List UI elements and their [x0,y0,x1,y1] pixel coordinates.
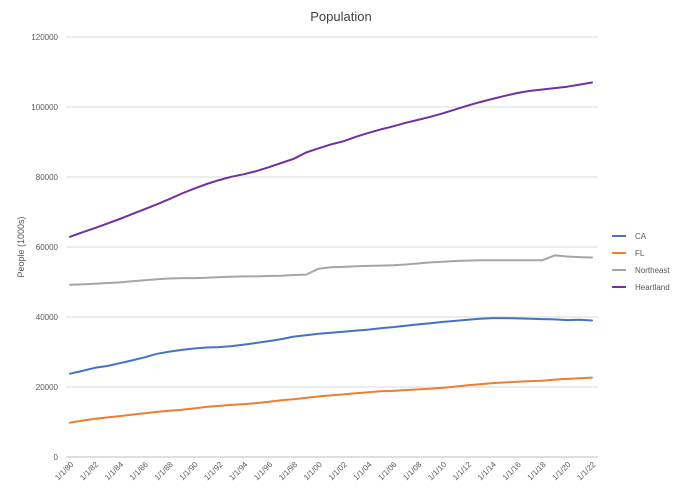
x-tick-label: 1/1/86 [128,460,150,482]
x-tick-label: 1/1/20 [550,460,572,482]
y-tick-label: 120000 [31,33,58,42]
y-axis-title: People (1000s) [16,216,26,277]
chart-title: Population [310,9,371,24]
x-tick-label: 1/1/22 [575,460,597,482]
y-tick-label: 60000 [36,243,59,252]
x-tick-label: 1/1/96 [252,460,274,482]
series-line-northeast [69,254,593,286]
x-tick-label: 1/1/92 [202,460,224,482]
x-tick-label: 1/1/88 [153,460,175,482]
gridlines [66,36,598,458]
x-tick-label: 1/1/10 [426,460,448,482]
y-axis-ticks: 0 20000 40000 60000 80000 100000 120000 [31,33,58,462]
x-tick-label: 1/1/04 [352,460,374,482]
series-line-heartland [69,81,593,238]
x-tick-label: 1/1/00 [302,460,324,482]
legend: CA FL Northeast Heartland [612,232,670,292]
x-axis-ticks: 1/1/80 1/1/82 1/1/84 1/1/86 1/1/88 1/1/90 1/1/… [53,460,597,482]
legend-label: Northeast [635,266,670,275]
y-tick-label: 40000 [36,313,59,322]
x-tick-label: 1/1/12 [451,460,473,482]
legend-label: Heartland [635,283,670,292]
x-tick-label: 1/1/14 [476,460,498,482]
y-tick-label: 0 [54,453,59,462]
series-line-fl [69,376,593,424]
y-tick-label: 100000 [31,103,58,112]
x-tick-label: 1/1/18 [526,460,548,482]
x-tick-label: 1/1/08 [401,460,423,482]
legend-label: FL [635,249,645,258]
x-tick-label: 1/1/16 [501,460,523,482]
x-tick-label: 1/1/84 [103,460,125,482]
x-tick-label: 1/1/98 [277,460,299,482]
x-tick-label: 1/1/94 [227,460,249,482]
y-tick-label: 80000 [36,173,59,182]
x-tick-label: 1/1/02 [327,460,349,482]
series-lines [69,81,593,424]
legend-label: CA [635,232,647,241]
y-tick-label: 20000 [36,383,59,392]
x-tick-label: 1/1/80 [53,460,75,482]
series-line-ca [69,317,593,375]
x-tick-label: 1/1/90 [178,460,200,482]
x-tick-label: 1/1/06 [376,460,398,482]
x-tick-label: 1/1/82 [78,460,100,482]
